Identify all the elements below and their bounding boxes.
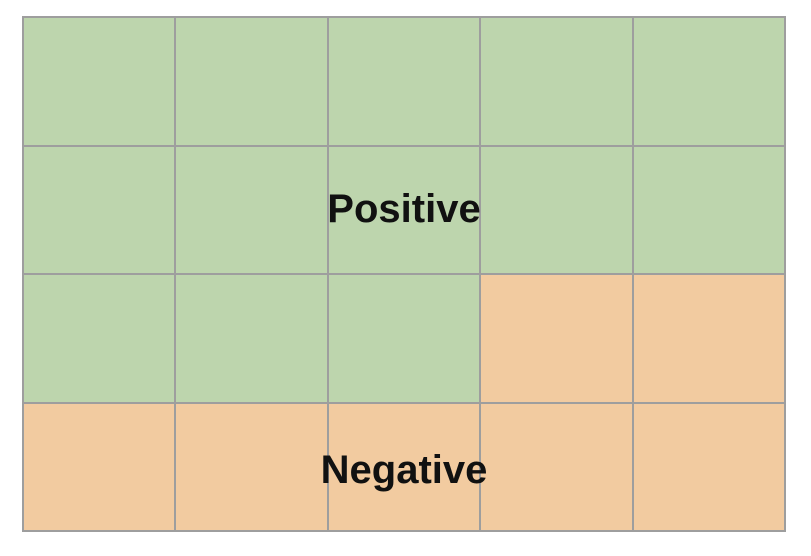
positive-cell: [328, 146, 480, 273]
positive-cell: [24, 275, 175, 402]
negative-cell: [328, 403, 480, 530]
negative-cell: [633, 275, 784, 402]
negative-cell: [176, 403, 327, 530]
positive-cell: [176, 146, 327, 273]
positive-cell: [328, 275, 480, 402]
proportion-grid: [22, 16, 786, 532]
negative-cell: [633, 403, 784, 530]
positive-cell: [328, 18, 480, 145]
positive-cell: [24, 18, 175, 145]
positive-cell: [176, 18, 327, 145]
positive-cell: [633, 146, 784, 273]
positive-cell: [481, 18, 632, 145]
positive-cell: [633, 18, 784, 145]
negative-cell: [481, 403, 632, 530]
positive-cell: [24, 146, 175, 273]
negative-cell: [24, 403, 175, 530]
positive-cell: [481, 146, 632, 273]
negative-cell: [481, 275, 632, 402]
positive-cell: [176, 275, 327, 402]
